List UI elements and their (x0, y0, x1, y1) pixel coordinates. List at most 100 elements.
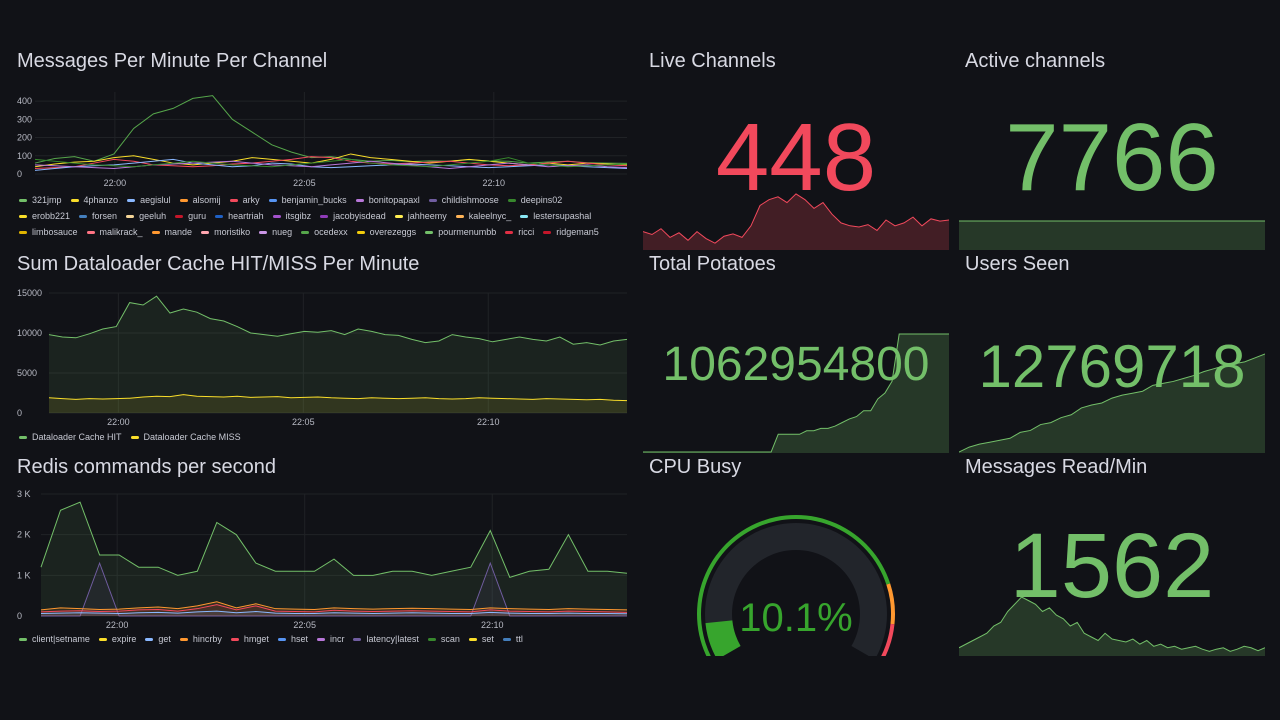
legend-label: erobb221 (32, 211, 71, 221)
x-tick-label: 22:00 (106, 620, 129, 630)
legend-item[interactable]: benjamin_bucks (268, 192, 347, 208)
legend-item[interactable]: heartriah (215, 208, 264, 224)
legend-item[interactable]: guru (175, 208, 206, 224)
legend-swatch (145, 638, 154, 642)
legend-item[interactable]: hincrby (179, 631, 222, 647)
legend-label: malikrack_ (99, 227, 143, 237)
legend-item[interactable]: overezeggs (356, 224, 416, 240)
legend-item[interactable]: ttl (502, 631, 523, 647)
legend-swatch (179, 199, 188, 203)
legend-item[interactable]: jahheemy (394, 208, 447, 224)
legend-swatch (356, 231, 365, 235)
legend-item[interactable]: scan (427, 631, 460, 647)
legend-item[interactable]: ocedexx (301, 224, 348, 240)
legend-item[interactable]: childishmoose (428, 192, 499, 208)
legend-label: hincrby (192, 634, 222, 644)
legend-label: hset (290, 634, 308, 644)
legend-swatch (259, 231, 268, 235)
legend-swatch (126, 215, 135, 219)
legend-item[interactable]: client|setname (19, 631, 90, 647)
series-line (40, 601, 628, 611)
legend-item[interactable]: alsomij (179, 192, 221, 208)
legend-item[interactable]: arky (229, 192, 260, 208)
panel-title: Redis commands per second (17, 456, 277, 478)
legend-item[interactable]: kaleelnyc_ (455, 208, 511, 224)
y-tick-label: 2 K (17, 530, 31, 540)
legend-item[interactable]: aegislul (127, 192, 171, 208)
series-line (40, 604, 628, 613)
legend-swatch (301, 231, 310, 235)
legend-item[interactable]: ridgeman5 (543, 224, 599, 240)
legend-item[interactable]: deepins02 (507, 192, 563, 208)
legend-label: 4phanzo (83, 195, 119, 205)
legend-item[interactable]: expire (98, 631, 136, 647)
legend-swatch (502, 638, 511, 642)
series-line (41, 561, 627, 617)
series-line (40, 610, 628, 615)
legend-swatch (353, 638, 362, 642)
legend-item[interactable]: set (468, 631, 494, 647)
legend-swatch (19, 215, 27, 219)
messages-per-minute-panel: Messages Per Minute Per Channel 400 300 20… (17, 50, 629, 246)
legend-item[interactable]: 4phanzo (70, 192, 119, 208)
legend-item[interactable]: nueg (259, 224, 292, 240)
legend-swatch (229, 199, 238, 203)
legend-item[interactable]: bonitopapaxl (355, 192, 420, 208)
y-tick-label: 300 (17, 114, 32, 124)
legend-label: deepins02 (520, 195, 563, 205)
x-tick-label: 22:10 (483, 178, 506, 188)
y-tick-label: 15000 (17, 289, 42, 298)
legend-swatch (175, 215, 184, 219)
x-tick-label: 22:10 (481, 620, 504, 630)
panel-title: Total Potatoes (649, 253, 776, 275)
legend-label: client|setname (32, 634, 90, 644)
sparkline-line (643, 193, 949, 244)
y-tick-label: 1 K (17, 570, 31, 580)
messages-chart[interactable]: 400 300 200 100 0 22:00 22:05 22:10 (17, 88, 629, 188)
legend-label: pourmenumbb (438, 227, 497, 237)
legend-item[interactable]: get (145, 631, 171, 647)
legend-item[interactable]: incr (316, 631, 344, 647)
legend-item[interactable]: geeluh (126, 208, 166, 224)
legend-item[interactable]: hset (277, 631, 308, 647)
redis-chart[interactable]: 3 K 2 K 1 K 0 22:00 22:05 22:10 (17, 490, 629, 630)
legend-item[interactable]: Dataloader Cache HIT (19, 429, 122, 445)
legend-item[interactable]: hmget (230, 631, 269, 647)
active-channels-sparkline (959, 220, 1265, 250)
y-tick-label: 0 (17, 408, 22, 418)
legend-item[interactable]: rnsmeer (19, 240, 65, 246)
legend-label: scan (440, 634, 460, 644)
gauge-threshold-red (881, 623, 895, 656)
live-channels-panel: Live Channels 448 (643, 50, 949, 250)
legend-item[interactable]: ricci (505, 224, 534, 240)
legend-item[interactable]: mande (151, 224, 192, 240)
users-seen-value: 12769718 (978, 333, 1246, 400)
legend-item[interactable]: Dataloader Cache MISS (130, 429, 241, 445)
gauge-threshold-orange (886, 583, 895, 625)
legend-item[interactable]: lestersupashal (520, 208, 591, 224)
legend-item[interactable]: malikrack_ (86, 224, 143, 240)
y-tick-label: 3 K (17, 490, 31, 499)
x-tick-label: 22:05 (292, 417, 315, 427)
legend-item[interactable]: latency|latest (353, 631, 419, 647)
legend-item[interactable]: limbosauce (19, 224, 78, 240)
series-line (48, 394, 628, 402)
cache-chart[interactable]: 15000 10000 5000 0 22:00 22:05 22:10 (17, 289, 629, 427)
legend-item[interactable]: pourmenumbb (425, 224, 496, 240)
sparkline-area (959, 221, 1265, 250)
legend-label: benjamin_bucks (281, 195, 347, 205)
legend-item[interactable]: forsen (79, 208, 117, 224)
series-line (48, 295, 628, 346)
legend-label: alsomij (192, 195, 221, 205)
legend-item[interactable]: moristiko (201, 224, 250, 240)
legend-label: Dataloader Cache MISS (143, 432, 241, 442)
legend-item[interactable]: erobb221 (19, 208, 70, 224)
sparkline-area (643, 193, 949, 250)
legend-item[interactable]: 321jmp (19, 192, 62, 208)
live-channels-sparkline (643, 190, 949, 250)
legend-item[interactable]: itsgibz (272, 208, 311, 224)
legend-label: limbosauce (32, 227, 78, 237)
cpu-busy-gauge (671, 486, 921, 656)
legend-swatch (86, 231, 95, 235)
legend-item[interactable]: jacobyisdead (320, 208, 386, 224)
